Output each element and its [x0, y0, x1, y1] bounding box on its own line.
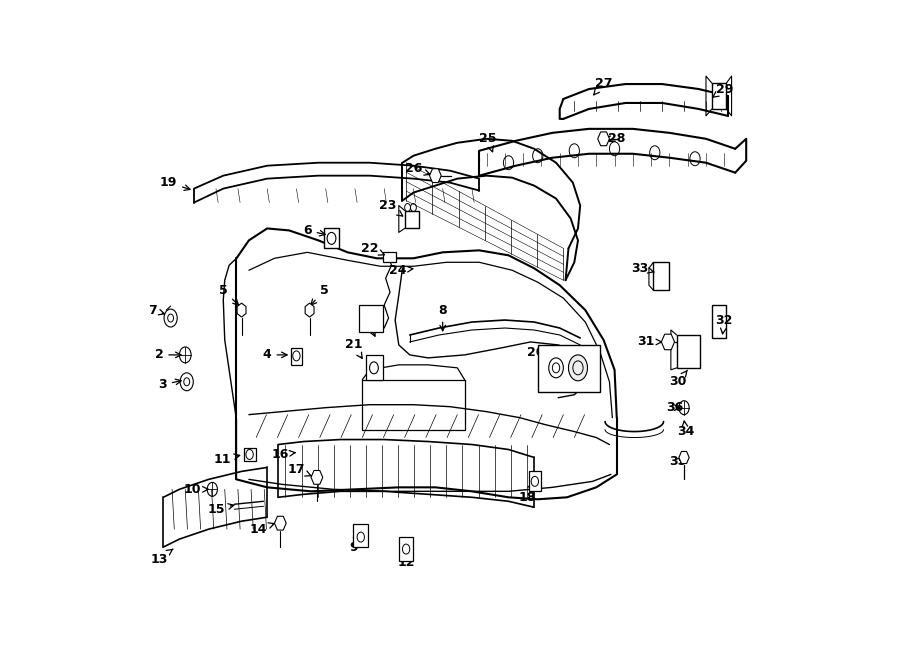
Text: 24: 24	[389, 264, 413, 277]
Polygon shape	[712, 305, 726, 338]
Polygon shape	[305, 303, 314, 317]
Text: 17: 17	[288, 463, 311, 476]
Text: 29: 29	[713, 83, 733, 97]
Polygon shape	[598, 132, 609, 145]
Text: 20: 20	[526, 346, 551, 360]
Polygon shape	[677, 335, 700, 368]
Polygon shape	[653, 262, 670, 290]
Text: 36: 36	[666, 401, 683, 414]
Text: 19: 19	[159, 176, 190, 190]
Text: 4: 4	[263, 348, 287, 362]
Polygon shape	[712, 83, 726, 109]
Text: 8: 8	[438, 303, 447, 330]
FancyBboxPatch shape	[366, 355, 382, 380]
Text: 12: 12	[398, 545, 415, 568]
Polygon shape	[244, 447, 256, 461]
Text: 7: 7	[148, 303, 165, 317]
Text: 2: 2	[155, 348, 181, 362]
Text: 32: 32	[716, 313, 733, 334]
Polygon shape	[382, 253, 396, 262]
Polygon shape	[662, 334, 674, 350]
Polygon shape	[529, 471, 542, 491]
Text: 9: 9	[349, 533, 358, 553]
Text: 11: 11	[213, 453, 239, 466]
Text: 15: 15	[207, 503, 234, 516]
FancyBboxPatch shape	[354, 524, 368, 547]
Text: 35: 35	[670, 455, 687, 468]
Text: 23: 23	[379, 199, 402, 216]
Polygon shape	[274, 516, 286, 530]
Polygon shape	[237, 303, 246, 317]
Text: 25: 25	[480, 132, 497, 152]
FancyBboxPatch shape	[358, 305, 382, 332]
Text: 34: 34	[677, 421, 694, 438]
Text: 33: 33	[632, 262, 654, 275]
Text: 27: 27	[594, 77, 612, 95]
Text: 31: 31	[637, 335, 662, 348]
Text: 5: 5	[219, 284, 238, 305]
Text: 6: 6	[303, 224, 325, 237]
Text: 18: 18	[518, 483, 536, 504]
Text: 5: 5	[310, 284, 328, 305]
Text: 3: 3	[158, 378, 181, 391]
Polygon shape	[429, 169, 441, 182]
FancyBboxPatch shape	[399, 537, 413, 561]
Polygon shape	[291, 348, 302, 365]
Text: 14: 14	[249, 523, 274, 535]
Ellipse shape	[569, 355, 588, 381]
Text: 13: 13	[150, 549, 173, 566]
Text: 30: 30	[670, 370, 688, 388]
Polygon shape	[311, 471, 323, 485]
Text: 21: 21	[345, 338, 362, 358]
Text: 10: 10	[184, 483, 208, 496]
Text: 28: 28	[605, 132, 626, 145]
FancyBboxPatch shape	[538, 345, 600, 392]
Polygon shape	[324, 229, 338, 249]
Text: 22: 22	[361, 242, 384, 255]
Text: 16: 16	[272, 448, 295, 461]
Text: 26: 26	[405, 162, 430, 175]
Polygon shape	[679, 451, 689, 463]
Polygon shape	[405, 210, 419, 229]
Text: 1: 1	[358, 303, 375, 336]
